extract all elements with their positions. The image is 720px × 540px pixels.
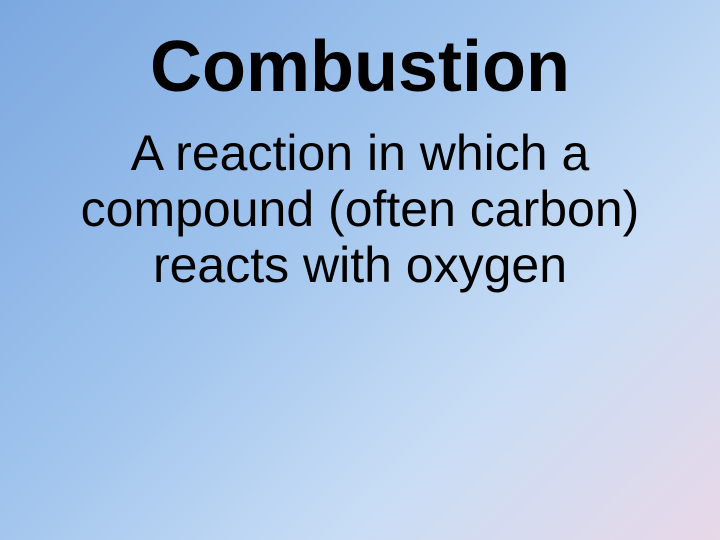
slide-title: Combustion xyxy=(0,28,720,107)
slide-body: A reaction in which a compound (often ca… xyxy=(80,125,640,293)
slide: Combustion A reaction in which a compoun… xyxy=(0,0,720,540)
